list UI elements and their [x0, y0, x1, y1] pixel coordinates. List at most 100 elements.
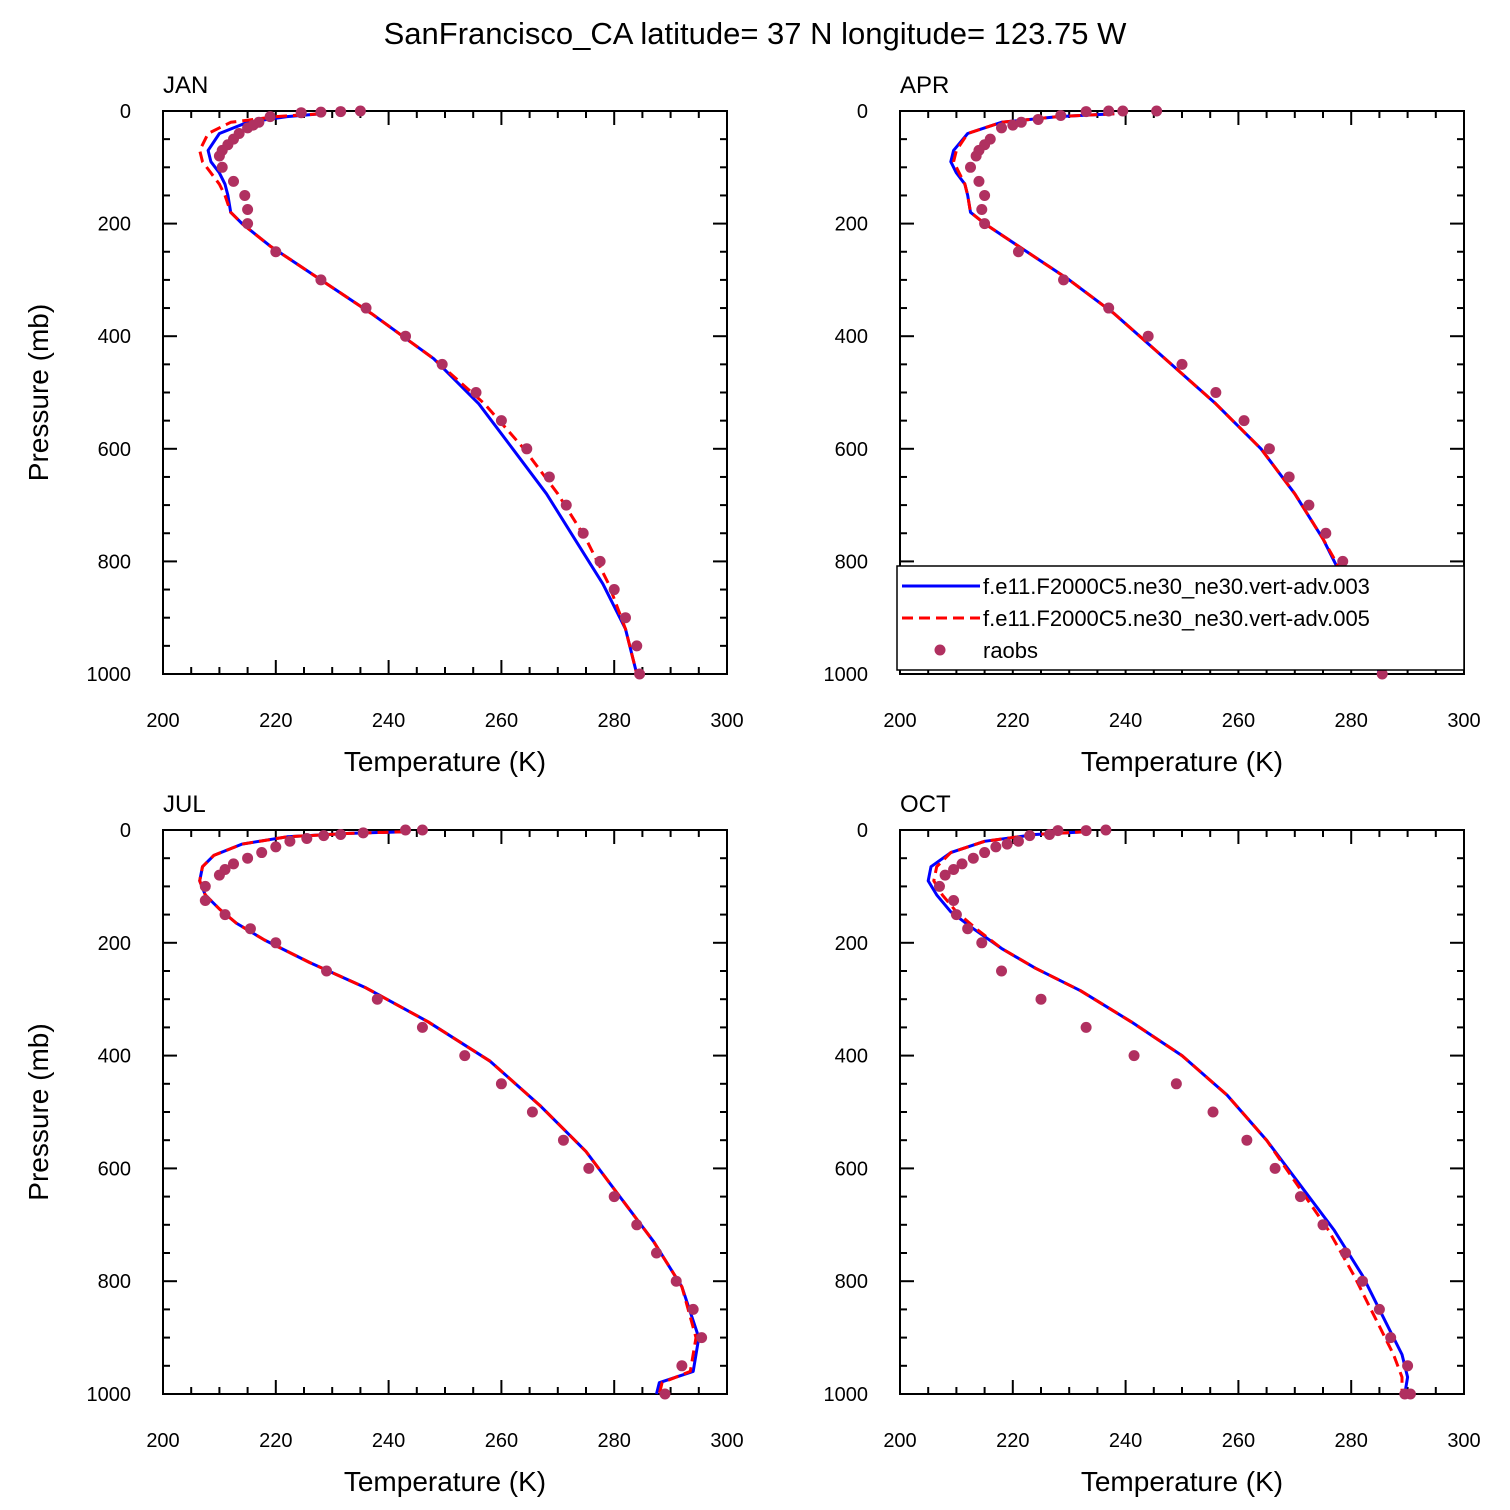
raobs-point: [979, 847, 991, 859]
raobs-point: [400, 330, 412, 342]
series-3: [933, 824, 1416, 1400]
raobs-point: [962, 923, 974, 935]
x-tick-label: 240: [1109, 710, 1142, 732]
model-003-line: [198, 830, 701, 1395]
model-005-line: [952, 112, 1381, 675]
x-tick-label: 220: [996, 1430, 1029, 1452]
raobs-point: [216, 161, 228, 173]
x-axis-label: Temperature (K): [344, 746, 546, 777]
raobs-point: [416, 824, 428, 836]
raobs-point: [608, 1191, 620, 1203]
raobs-point: [199, 880, 211, 892]
raobs-point: [1238, 415, 1250, 427]
raobs-point: [1080, 106, 1092, 118]
raobs-point: [1294, 1191, 1306, 1203]
x-tick-label: 300: [1447, 1430, 1480, 1452]
raobs-point: [371, 993, 383, 1005]
raobs-point: [560, 499, 572, 511]
y-tick-label: 600: [98, 439, 131, 461]
raobs-point: [1151, 105, 1163, 117]
y-axis-label: Pressure (mb): [23, 304, 54, 481]
raobs-point: [335, 829, 347, 841]
raobs-point: [631, 1219, 643, 1231]
y-tick-label: 400: [835, 1046, 868, 1068]
raobs-point: [1035, 993, 1047, 1005]
panel-oct: 200 220 240 260 280 300 0 200 400 600 800 1000 OCT Te…: [824, 791, 1481, 1497]
main-title: SanFrancisco_CA latitude= 37 N longitude…: [384, 16, 1127, 51]
raobs-point: [634, 668, 646, 680]
raobs-point: [400, 824, 412, 836]
raobs-point: [970, 150, 982, 162]
legend-label: raobs: [983, 638, 1038, 663]
raobs-point: [526, 1106, 538, 1118]
series-3: [199, 824, 708, 1400]
raobs-point: [213, 150, 225, 162]
y-tick-label: 400: [98, 326, 131, 348]
raobs-point: [1385, 1332, 1397, 1344]
y-tick-label: 1000: [87, 664, 132, 686]
x-tick-label: 240: [1109, 1430, 1142, 1452]
raobs-point: [1080, 1021, 1092, 1033]
raobs-point: [659, 1388, 671, 1400]
series-1: [198, 830, 701, 1395]
raobs-point: [1080, 825, 1092, 837]
x-tick-label: 300: [710, 710, 743, 732]
y-tick-label: 0: [857, 101, 868, 123]
series-2: [952, 112, 1381, 675]
x-tick-label: 240: [372, 1430, 405, 1452]
raobs-point: [1170, 1078, 1182, 1090]
panel-title: JUL: [163, 791, 206, 818]
x-tick-label: 300: [1447, 710, 1480, 732]
raobs-point: [676, 1360, 688, 1372]
model-005-line: [932, 830, 1404, 1394]
y-tick-label: 0: [120, 820, 131, 842]
legend-label: f.e11.F2000C5.ne30_ne30.vert-adv.005: [983, 606, 1370, 631]
y-tick-label: 600: [835, 1158, 868, 1180]
raobs-point: [318, 830, 330, 842]
x-tick-label: 200: [883, 1430, 916, 1452]
raobs-point: [651, 1247, 662, 1259]
series-2: [932, 830, 1404, 1394]
raobs-point: [939, 869, 951, 881]
raobs-point: [973, 175, 985, 187]
x-tick-label: 260: [1222, 710, 1255, 732]
panel-apr: 200 220 240 260 280 300 0 200 400 600 800 1000 APR Te…: [824, 72, 1481, 777]
raobs-point: [1176, 358, 1188, 370]
raobs-point: [1356, 1275, 1368, 1287]
raobs-point: [1142, 330, 1154, 342]
panel-title: APR: [900, 72, 949, 99]
panels: 200 220 240 260 280 300 0 200 400 600 800 1000 JAN Te…: [23, 72, 1481, 1497]
raobs-point: [199, 895, 211, 906]
raobs-point: [1340, 1247, 1352, 1259]
raobs-point: [1007, 119, 1019, 131]
raobs-point: [521, 443, 533, 455]
raobs-point: [242, 852, 254, 864]
x-tick-label: 220: [996, 710, 1029, 732]
x-axis-label: Temperature (K): [1081, 1466, 1283, 1497]
raobs-point: [1263, 443, 1275, 455]
panel-title: OCT: [900, 791, 951, 818]
raobs-point: [416, 1021, 428, 1033]
model-003-line: [926, 830, 1410, 1395]
raobs-point: [1058, 274, 1070, 286]
raobs-point: [354, 105, 366, 117]
y-tick-label: 0: [857, 820, 868, 842]
raobs-point: [1337, 555, 1349, 567]
y-axis-label: Pressure (mb): [23, 1023, 54, 1200]
legend-marker: [934, 644, 946, 656]
raobs-point: [270, 937, 282, 949]
raobs-point: [1207, 1106, 1219, 1118]
legend: f.e11.F2000C5.ne30_ne30.vert-adv.003 f.e1…: [896, 565, 1465, 671]
raobs-point: [631, 640, 643, 652]
raobs-point: [1001, 838, 1013, 850]
series-1: [206, 112, 639, 675]
raobs-point: [357, 827, 369, 839]
panel-jan: 200 220 240 260 280 300 0 200 400 600 800 1000 JAN Te…: [23, 72, 744, 777]
raobs-point: [1100, 824, 1112, 836]
x-tick-label: 260: [1222, 1430, 1255, 1452]
raobs-point: [228, 858, 239, 870]
y-tick-label: 400: [835, 326, 868, 348]
x-tick-label: 280: [598, 1430, 631, 1452]
series-3: [213, 105, 646, 680]
raobs-point: [284, 835, 296, 847]
